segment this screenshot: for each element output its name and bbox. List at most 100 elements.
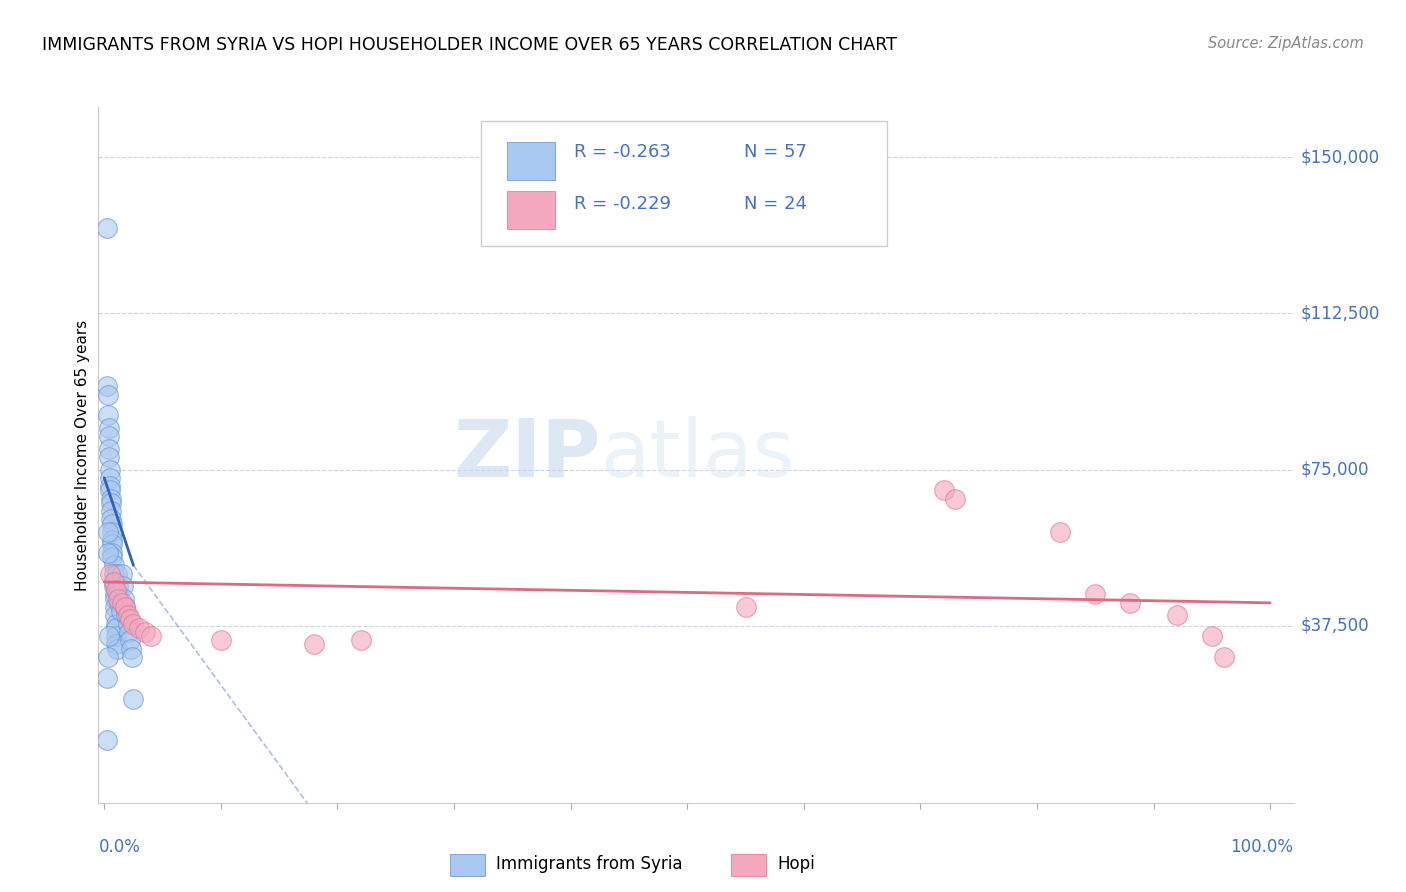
Text: $37,500: $37,500 xyxy=(1301,616,1369,635)
Point xyxy=(97,387,120,401)
Point xyxy=(101,546,124,560)
Point xyxy=(100,512,122,526)
Point xyxy=(118,625,141,640)
Point xyxy=(104,608,127,623)
Point xyxy=(110,604,132,618)
Point xyxy=(1212,650,1234,665)
Point xyxy=(134,625,156,640)
Point xyxy=(107,579,129,593)
Point xyxy=(100,504,122,518)
Point xyxy=(104,638,127,652)
Point xyxy=(107,587,129,601)
Bar xyxy=(508,142,555,180)
Text: atlas: atlas xyxy=(600,416,794,494)
Point xyxy=(111,596,134,610)
Text: Immigrants from Syria: Immigrants from Syria xyxy=(496,855,683,873)
FancyBboxPatch shape xyxy=(481,121,887,246)
Point xyxy=(1166,608,1188,623)
Point xyxy=(105,641,128,656)
Point xyxy=(97,429,120,443)
Text: R = -0.229: R = -0.229 xyxy=(574,195,671,213)
Point xyxy=(1201,629,1223,643)
Point xyxy=(121,650,143,665)
Point xyxy=(101,524,124,539)
Text: Hopi: Hopi xyxy=(778,855,815,873)
Text: $150,000: $150,000 xyxy=(1301,148,1379,166)
Point xyxy=(97,629,120,643)
Point xyxy=(96,379,118,393)
Point xyxy=(111,579,134,593)
Point xyxy=(97,524,120,539)
Point xyxy=(1119,596,1142,610)
Point xyxy=(97,650,120,665)
Point xyxy=(350,633,373,648)
Point xyxy=(111,566,134,581)
Point xyxy=(118,633,141,648)
Point xyxy=(117,616,139,631)
Point xyxy=(108,596,131,610)
Point xyxy=(104,599,127,614)
Point xyxy=(104,583,127,598)
Point xyxy=(104,616,127,631)
Point xyxy=(120,641,142,656)
Point xyxy=(104,587,127,601)
Point xyxy=(114,599,136,614)
Bar xyxy=(508,191,555,229)
Point xyxy=(103,574,125,589)
Point xyxy=(112,591,135,606)
Point xyxy=(945,491,967,506)
Text: 100.0%: 100.0% xyxy=(1230,838,1294,856)
Point xyxy=(114,599,136,614)
Point xyxy=(209,633,232,648)
Point xyxy=(97,421,120,435)
Text: Source: ZipAtlas.com: Source: ZipAtlas.com xyxy=(1208,36,1364,51)
Text: R = -0.263: R = -0.263 xyxy=(574,144,671,161)
Point xyxy=(101,549,124,564)
Point xyxy=(96,220,118,235)
Point xyxy=(101,516,124,531)
Point xyxy=(101,537,124,551)
Point xyxy=(128,621,150,635)
Text: N = 24: N = 24 xyxy=(744,195,807,213)
Point xyxy=(100,491,122,506)
Point xyxy=(98,471,121,485)
Text: ZIP: ZIP xyxy=(453,416,600,494)
Point xyxy=(98,483,121,498)
Point xyxy=(98,479,121,493)
Point xyxy=(103,579,125,593)
Point xyxy=(104,591,127,606)
Point xyxy=(118,612,141,626)
Point xyxy=(100,496,122,510)
Point xyxy=(107,591,129,606)
Point xyxy=(139,629,162,643)
Point xyxy=(117,608,139,623)
Point xyxy=(97,546,120,560)
Point xyxy=(96,671,118,685)
Point xyxy=(734,599,756,614)
Point xyxy=(302,638,325,652)
Point xyxy=(98,462,121,476)
Point xyxy=(103,574,125,589)
Text: IMMIGRANTS FROM SYRIA VS HOPI HOUSEHOLDER INCOME OVER 65 YEARS CORRELATION CHART: IMMIGRANTS FROM SYRIA VS HOPI HOUSEHOLDE… xyxy=(42,36,897,54)
Point xyxy=(1049,524,1071,539)
Point xyxy=(122,616,145,631)
Point xyxy=(103,558,125,573)
Point xyxy=(98,566,121,581)
Text: $75,000: $75,000 xyxy=(1301,460,1369,478)
Point xyxy=(1084,587,1107,601)
Point xyxy=(97,442,120,456)
Point xyxy=(105,566,128,581)
Text: N = 57: N = 57 xyxy=(744,144,807,161)
Text: 0.0%: 0.0% xyxy=(98,838,141,856)
Point xyxy=(104,621,127,635)
Point xyxy=(104,629,127,643)
Point xyxy=(97,409,120,423)
Point xyxy=(115,608,138,623)
Point xyxy=(96,733,118,747)
Point xyxy=(101,533,124,548)
Point xyxy=(932,483,955,498)
Point xyxy=(122,691,145,706)
Point xyxy=(103,566,125,581)
Text: $112,500: $112,500 xyxy=(1301,304,1379,322)
Y-axis label: Householder Income Over 65 years: Householder Income Over 65 years xyxy=(75,319,90,591)
